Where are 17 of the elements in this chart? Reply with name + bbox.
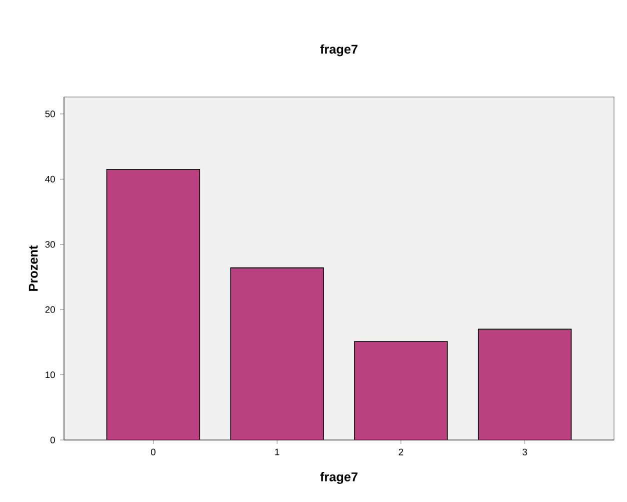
bar [230,267,324,440]
y-tick-label: 50 [45,110,55,118]
x-tick-label: 2 [398,448,404,456]
x-axis-title: frage7 [320,472,358,484]
y-tick-label: 30 [45,241,55,248]
y-tick-label: 40 [45,176,55,182]
chart-title: frage7 [320,44,358,56]
x-tick-label: 0 [150,448,156,456]
y-tick-label: 20 [45,306,55,313]
bar [478,328,572,440]
y-tick-label: 10 [46,371,55,378]
bar [354,341,448,440]
y-tick-label: 0 [50,436,55,444]
x-tick-label: 3 [522,448,527,456]
x-tick-label: 1 [275,448,280,456]
bar [106,168,200,440]
y-axis-title: Prozent [28,245,38,291]
